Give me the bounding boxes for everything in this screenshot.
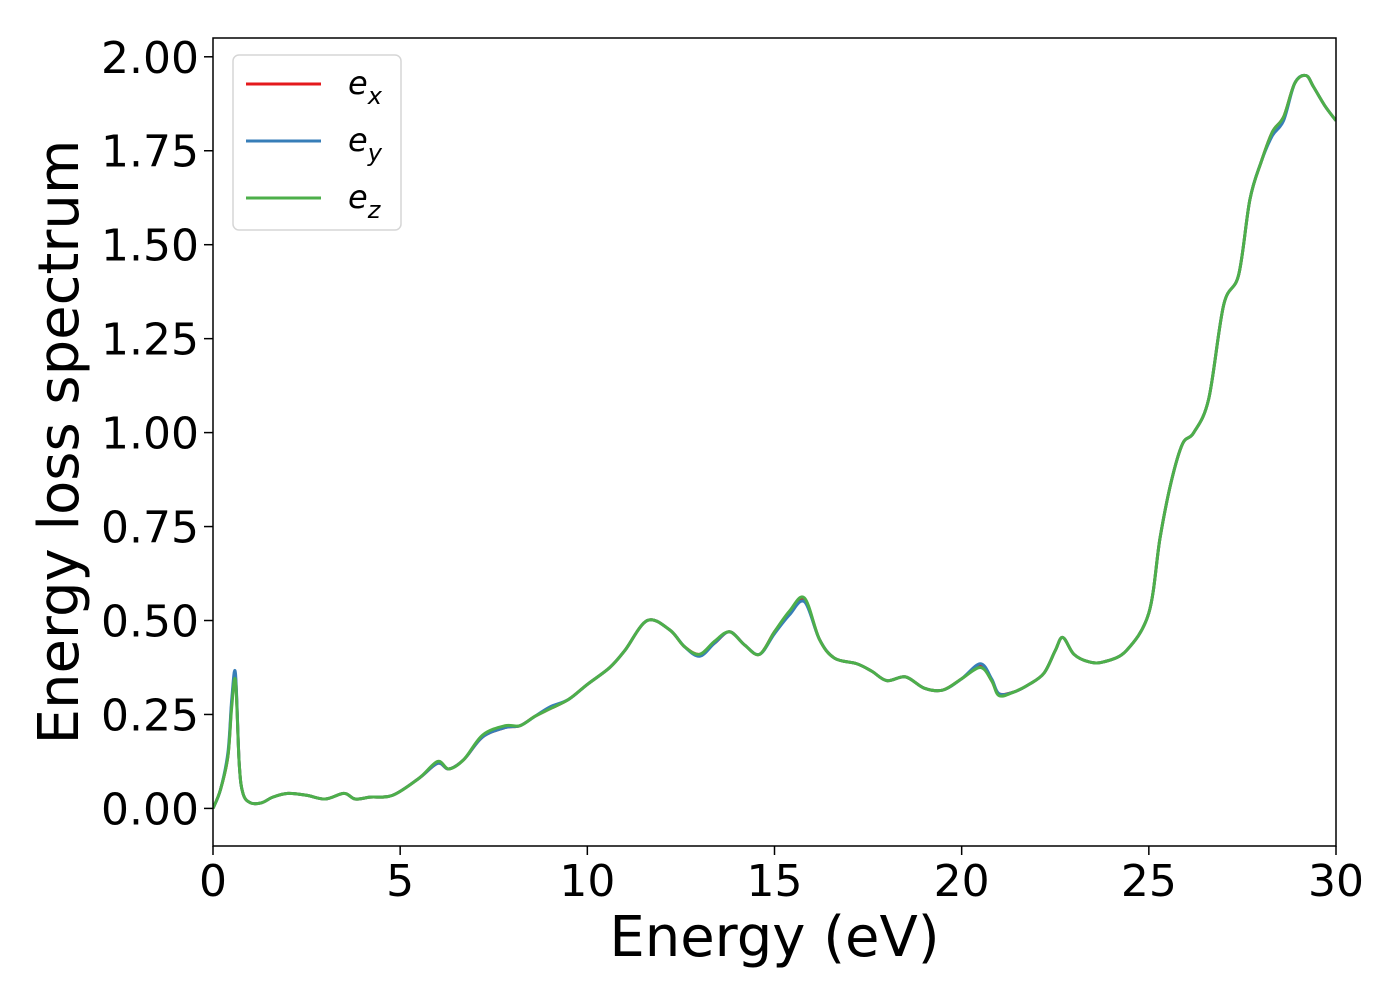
y-tick-label: 1.00 <box>101 409 199 460</box>
series-lines <box>213 73 1336 810</box>
x-tick-label: 30 <box>1308 856 1364 907</box>
y-tick-label: 0.25 <box>101 690 199 741</box>
x-tick-label: 5 <box>386 856 414 907</box>
y-tick-label: 0.50 <box>101 597 199 648</box>
y-tick-label: 0.00 <box>101 784 199 835</box>
y-axis-label: Energy loss spectrum <box>27 140 92 745</box>
x-tick-label: 0 <box>199 856 227 907</box>
x-tick-label: 25 <box>1121 856 1177 907</box>
legend-label-z: ez <box>348 178 382 224</box>
y-tick-label: 1.75 <box>101 127 199 178</box>
x-tick-label: 20 <box>934 856 990 907</box>
y-tick-label: 2.00 <box>101 33 199 84</box>
legend-label-y: ey <box>348 121 383 167</box>
x-tick-label: 15 <box>747 856 803 907</box>
x-axis-ticks: 0 5 10 15 20 25 30 <box>199 846 1364 907</box>
y-tick-label: 1.50 <box>101 221 199 272</box>
y-axis-ticks: 0.00 0.25 0.50 0.75 1.00 1.25 1.50 1.75 2.00 <box>101 33 213 835</box>
y-tick-label: 1.25 <box>101 315 199 366</box>
x-tick-label: 10 <box>559 856 615 907</box>
y-tick-label: 0.75 <box>101 503 199 554</box>
x-axis-label: Energy (eV) <box>609 905 939 970</box>
legend-label-x: ex <box>348 64 383 110</box>
legend: ex ey ez <box>232 54 402 231</box>
series-line-z <box>213 73 1336 810</box>
